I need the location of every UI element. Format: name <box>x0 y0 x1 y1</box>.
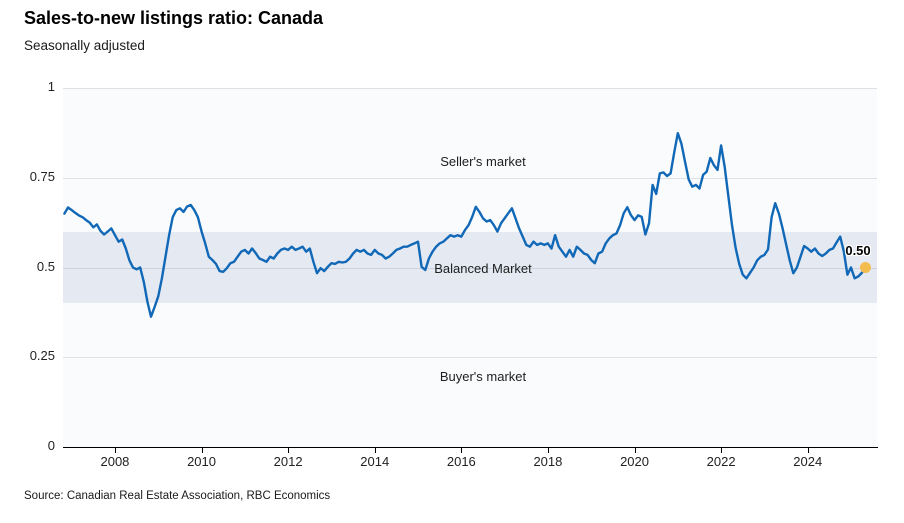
x-axis-tick <box>634 448 636 453</box>
x-axis-tick-label: 2018 <box>533 454 563 469</box>
plot-area: Seller's market Balanced Market Buyer's … <box>63 88 877 447</box>
x-axis-tick <box>374 448 376 453</box>
x-axis-tick-label: 2020 <box>620 454 649 469</box>
x-axis-tick-label: 2010 <box>187 454 216 469</box>
buyer-market-label: Buyer's market <box>439 369 527 384</box>
y-axis-tick-label: 0.25 <box>29 348 55 364</box>
chart-subtitle: Seasonally adjusted <box>24 38 145 53</box>
gridline <box>63 177 877 179</box>
x-axis-tick <box>461 448 463 453</box>
latest-value-label: 0.50 <box>845 243 871 258</box>
source-note: Source: Canadian Real Estate Association… <box>24 490 331 502</box>
x-axis-tick <box>114 448 116 453</box>
ratio-line <box>63 132 867 318</box>
x-axis-tick-label: 2024 <box>793 454 823 469</box>
ratio-line-svg <box>63 132 871 318</box>
y-axis-tick-label: 0 <box>47 438 55 453</box>
x-axis-tick-label: 2016 <box>446 454 476 469</box>
gridline <box>63 88 877 89</box>
x-axis-tick <box>721 448 723 453</box>
x-axis-tick <box>547 448 549 453</box>
x-axis-tick-label: 2012 <box>273 454 303 469</box>
gridline <box>63 267 877 269</box>
x-axis-tick <box>807 448 809 453</box>
gridline <box>63 357 877 359</box>
x-axis-tick-label: 2008 <box>100 454 130 469</box>
chart-title: Sales-to-new listings ratio: Canada <box>24 8 324 28</box>
x-axis-tick <box>201 448 203 453</box>
seller-market-label: Seller's market <box>440 154 526 169</box>
x-axis-tick-label: 2014 <box>360 454 390 469</box>
x-axis-tick-label: 2022 <box>706 454 736 469</box>
x-axis-line <box>63 447 878 448</box>
y-axis-tick-label: 0.75 <box>29 168 55 184</box>
y-axis-tick-label: 0.5 <box>36 258 55 274</box>
balanced-market-label: Balanced Market <box>434 261 532 276</box>
y-axis-tick-label: 1 <box>47 79 55 94</box>
x-axis-tick <box>288 448 290 453</box>
latest-point-dot <box>859 262 871 273</box>
